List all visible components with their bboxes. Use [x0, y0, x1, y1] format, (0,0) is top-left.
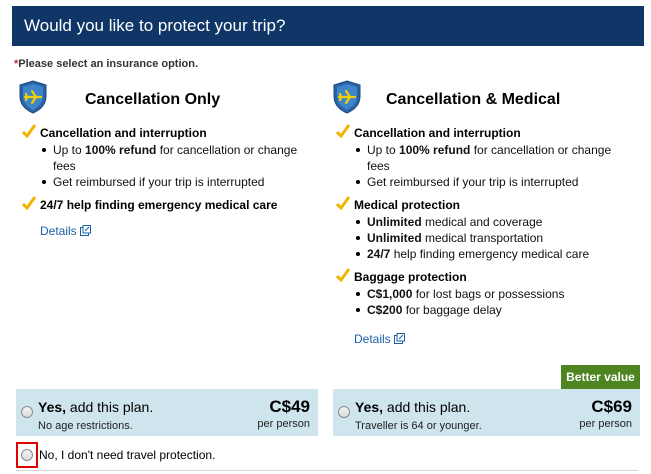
- feature-bullets: C$1,000 for lost bags or possessions C$2…: [354, 286, 637, 318]
- plan-price-unit: per person: [257, 418, 310, 430]
- feature-item: Cancellation and interruption Up to 100%…: [332, 124, 637, 190]
- divider: [16, 470, 638, 471]
- page-header: Would you like to protect your trip?: [12, 6, 644, 46]
- details-link[interactable]: Details: [354, 332, 405, 346]
- shield-plane-icon: [333, 80, 361, 114]
- plan-title: Cancellation Only: [85, 91, 221, 108]
- checkmark-icon: [22, 124, 36, 138]
- feature-title: Cancellation and interruption: [40, 126, 207, 140]
- bullet-item: Unlimited medical and coverage: [354, 214, 637, 230]
- decline-radio[interactable]: [21, 449, 33, 461]
- bullet-item: Up to 100% refund for cancellation or ch…: [40, 142, 318, 174]
- plan-option-cancellation-medical[interactable]: Yes, add this plan. Traveller is 64 or y…: [333, 389, 640, 436]
- shield-plane-icon: [19, 80, 47, 114]
- plan-header: Cancellation & Medical: [332, 80, 637, 120]
- plan-title: Cancellation & Medical: [386, 91, 561, 108]
- required-text: Please select an insurance option.: [18, 58, 199, 70]
- bullet-item: Get reimbursed if your trip is interrupt…: [40, 174, 318, 190]
- plan-option-cancellation-only[interactable]: Yes, add this plan. No age restrictions.…: [16, 389, 318, 436]
- plan-option-note: No age restrictions.: [38, 420, 133, 432]
- plan-radio[interactable]: [338, 406, 350, 418]
- feature-item: Cancellation and interruption Up to 100%…: [18, 124, 318, 190]
- feature-title: Cancellation and interruption: [354, 126, 521, 140]
- plan-column-cancellation-medical: Cancellation & Medical Cancellation and …: [332, 80, 637, 348]
- feature-item: Medical protection Unlimited medical and…: [332, 196, 637, 262]
- plan-header: Cancellation Only: [18, 80, 318, 120]
- feature-title: Baggage protection: [354, 270, 467, 284]
- feature-bullets: Up to 100% refund for cancellation or ch…: [40, 142, 318, 190]
- page-title: Would you like to protect your trip?: [24, 16, 286, 35]
- required-note: *Please select an insurance option.: [14, 58, 198, 70]
- details-link[interactable]: Details: [40, 224, 91, 238]
- feature-title: Medical protection: [354, 198, 461, 212]
- feature-item: Baggage protection C$1,000 for lost bags…: [332, 268, 637, 318]
- checkmark-icon: [336, 196, 350, 210]
- checkmark-icon: [336, 124, 350, 138]
- external-link-icon: [79, 225, 91, 236]
- plan-option-label: Yes, add this plan.: [355, 399, 471, 415]
- checkmark-icon: [336, 268, 350, 282]
- bullet-item: Up to 100% refund for cancellation or ch…: [354, 142, 637, 174]
- plan-radio[interactable]: [21, 406, 33, 418]
- decline-option[interactable]: No, I don't need travel protection.: [16, 440, 638, 471]
- external-link-icon: [393, 333, 405, 344]
- plan-price: C$49: [269, 397, 310, 416]
- plan-price: C$69: [591, 397, 632, 416]
- plan-option-label: Yes, add this plan.: [38, 399, 154, 415]
- feature-bullets: Unlimited medical and coverage Unlimited…: [354, 214, 637, 262]
- bullet-item: C$1,000 for lost bags or possessions: [354, 286, 637, 302]
- feature-item: 24/7 help finding emergency medical care: [18, 196, 318, 212]
- bullet-item: Get reimbursed if your trip is interrupt…: [354, 174, 637, 190]
- bullet-item: 24/7 help finding emergency medical care: [354, 246, 637, 262]
- feature-bullets: Up to 100% refund for cancellation or ch…: [354, 142, 637, 190]
- decline-label: No, I don't need travel protection.: [39, 448, 216, 462]
- plan-price-unit: per person: [579, 418, 632, 430]
- bullet-item: Unlimited medical transportation: [354, 230, 637, 246]
- better-value-badge: Better value: [561, 365, 640, 389]
- checkmark-icon: [22, 196, 36, 210]
- radio-highlight: [16, 442, 38, 468]
- bullet-item: C$200 for baggage delay: [354, 302, 637, 318]
- plan-column-cancellation-only: Cancellation Only Cancellation and inter…: [18, 80, 318, 240]
- plan-option-note: Traveller is 64 or younger.: [355, 420, 482, 432]
- feature-title: 24/7 help finding emergency medical care: [40, 198, 278, 212]
- required-star: *: [14, 58, 19, 70]
